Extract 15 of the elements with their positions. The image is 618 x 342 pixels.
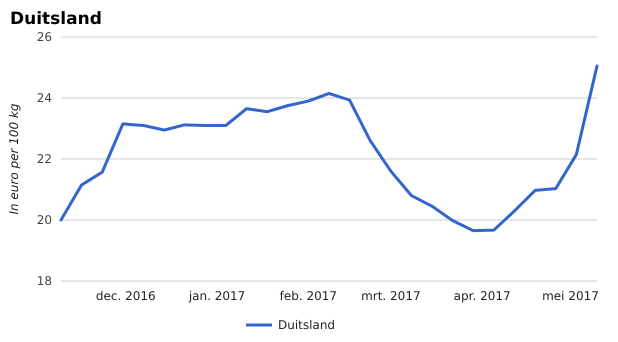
legend-label: Duitsland xyxy=(278,318,336,332)
chart-title: Duitsland xyxy=(10,9,102,29)
y-tick-label: 24 xyxy=(36,91,52,105)
x-tick-label: apr. 2017 xyxy=(454,289,511,303)
line-series xyxy=(60,64,598,232)
y-tick-label: 18 xyxy=(36,274,52,288)
y-tick-label: 22 xyxy=(36,152,52,166)
x-tick-label: mrt. 2017 xyxy=(361,289,421,303)
x-tick-label: feb. 2017 xyxy=(280,289,338,303)
x-tick-label: dec. 2016 xyxy=(96,289,156,303)
y-tick-label: 20 xyxy=(36,213,52,227)
y-axis-title: In euro per 100 kg xyxy=(7,103,21,215)
y-tick-label: 26 xyxy=(36,30,52,44)
x-tick-label: jan. 2017 xyxy=(188,289,246,303)
x-tick-label: mei 2017 xyxy=(542,289,599,303)
